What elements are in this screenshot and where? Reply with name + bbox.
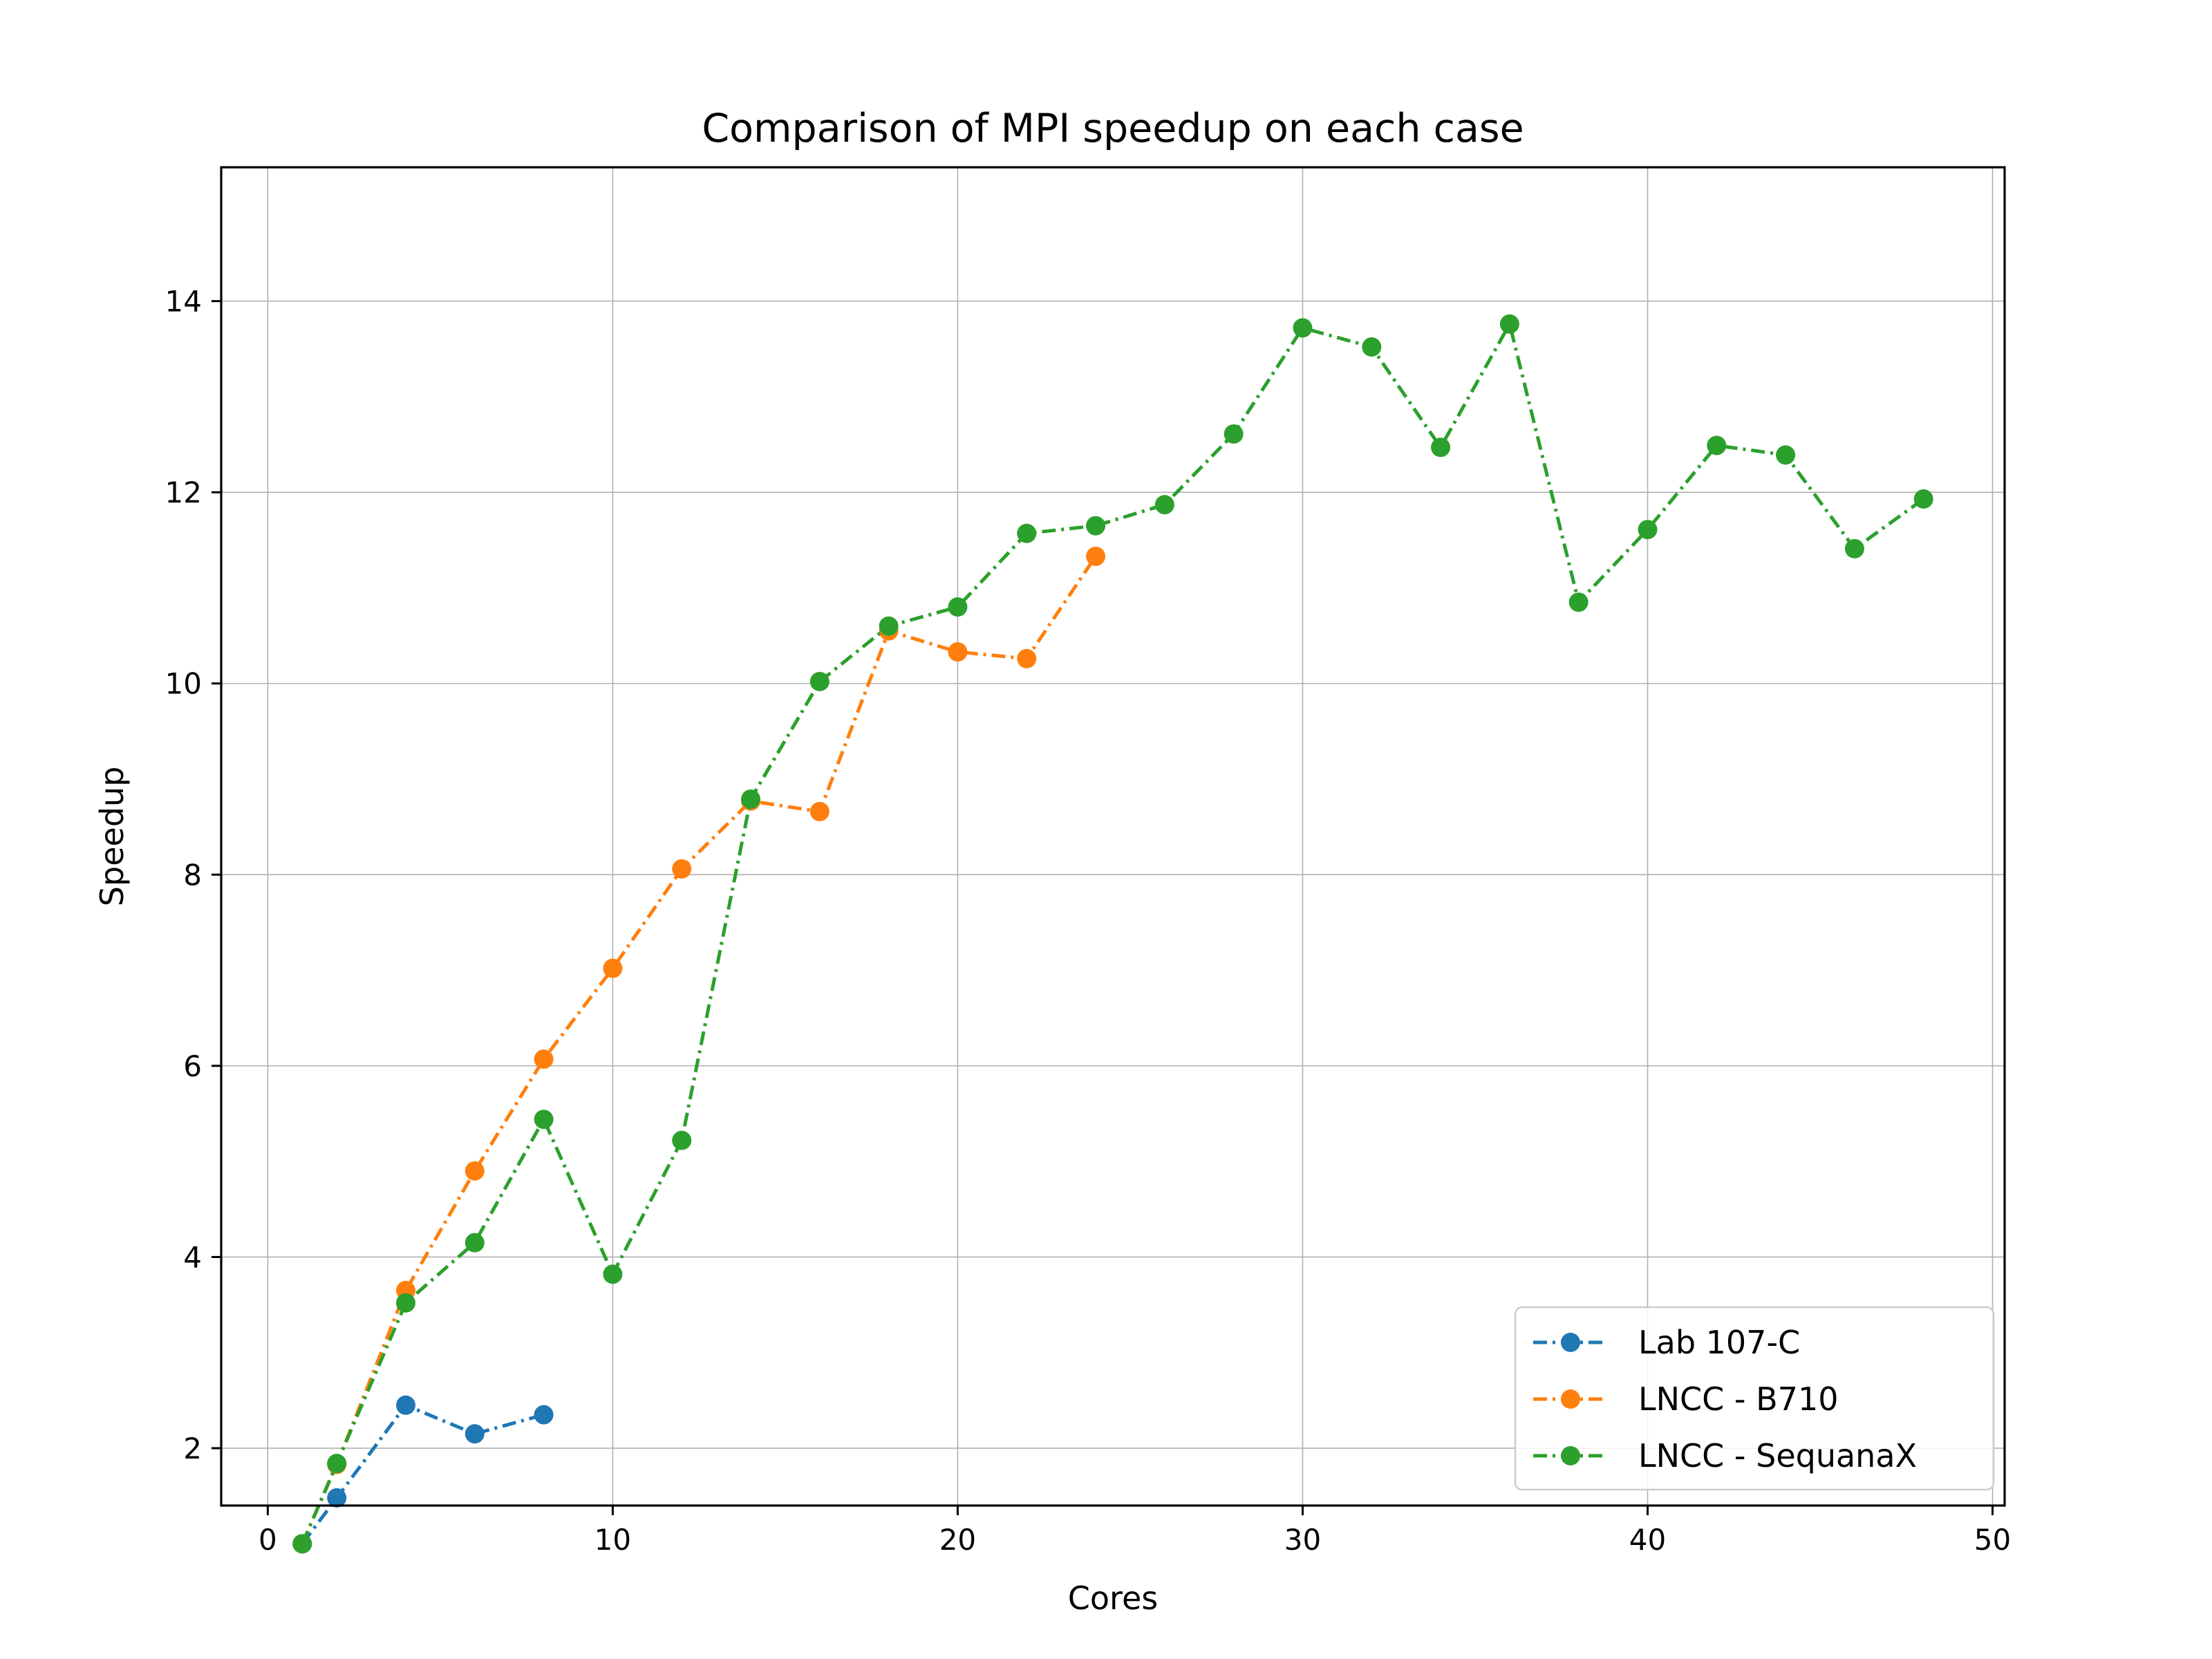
series-layer [292,314,1933,1554]
data-point [1638,520,1658,540]
data-point [1568,592,1588,612]
y-tick-label: 2 [183,1432,202,1465]
data-point [1362,337,1382,357]
data-point [292,1534,312,1554]
data-point [1431,438,1451,458]
legend-swatch-marker [1561,1333,1580,1352]
data-point [1017,523,1037,543]
chart-title: Comparison of MPI speedup on each case [702,106,1524,151]
legend-label: Lab 107-C [1638,1324,1800,1361]
grid-lines [221,167,2005,1506]
data-point [1844,538,1864,559]
data-point [672,859,692,879]
data-point [534,1049,554,1069]
data-point [1224,424,1244,444]
data-point [809,802,830,822]
data-point [948,597,968,617]
data-point [603,1264,623,1284]
y-tick-label: 6 [183,1049,202,1083]
axis-ticks: 0 10 20 30 40 50 2 4 6 8 10 12 14 [165,285,2012,1557]
data-point [327,1454,347,1474]
x-axis-label: Cores [1068,1580,1158,1617]
data-point [465,1232,485,1253]
data-point [1913,489,1933,509]
plot-frame [220,166,2006,1507]
data-point [809,671,830,691]
data-point [1086,516,1106,536]
data-point [1293,318,1313,338]
y-tick-label: 14 [165,285,202,319]
data-point [465,1161,485,1181]
data-point [534,1109,554,1130]
y-axis-label: Speedup [93,767,131,907]
data-point [1086,546,1106,566]
data-point [741,789,761,809]
data-point [603,958,623,978]
data-point [534,1405,554,1425]
x-tick-label: 0 [259,1523,277,1557]
y-tick-label: 8 [183,858,202,892]
x-tick-label: 20 [939,1523,976,1557]
legend-swatch-marker [1561,1389,1580,1409]
x-tick-label: 30 [1284,1523,1321,1557]
data-point [1707,435,1727,456]
data-point [1499,314,1519,334]
x-tick-label: 50 [1974,1523,2011,1557]
legend: Lab 107-C LNCC - B710 LNCC - SequanaX [1514,1306,1995,1491]
data-point [465,1424,485,1444]
y-tick-label: 12 [165,476,202,509]
data-point [395,1293,415,1313]
legend-label: LNCC - B710 [1638,1380,1838,1418]
data-point [327,1488,347,1508]
legend-label: LNCC - SequanaX [1638,1437,1917,1474]
data-point [672,1130,692,1150]
y-tick-label: 10 [165,667,202,701]
x-tick-label: 10 [594,1523,631,1557]
legend-box [1514,1306,1995,1491]
x-tick-label: 40 [1629,1523,1666,1557]
legend-swatch-marker [1561,1446,1580,1465]
data-point [1154,495,1174,515]
y-tick-label: 4 [183,1240,202,1274]
data-point [1776,445,1796,465]
data-point [879,616,899,636]
data-point [1017,648,1037,668]
data-point [395,1395,415,1415]
data-point [948,642,968,662]
